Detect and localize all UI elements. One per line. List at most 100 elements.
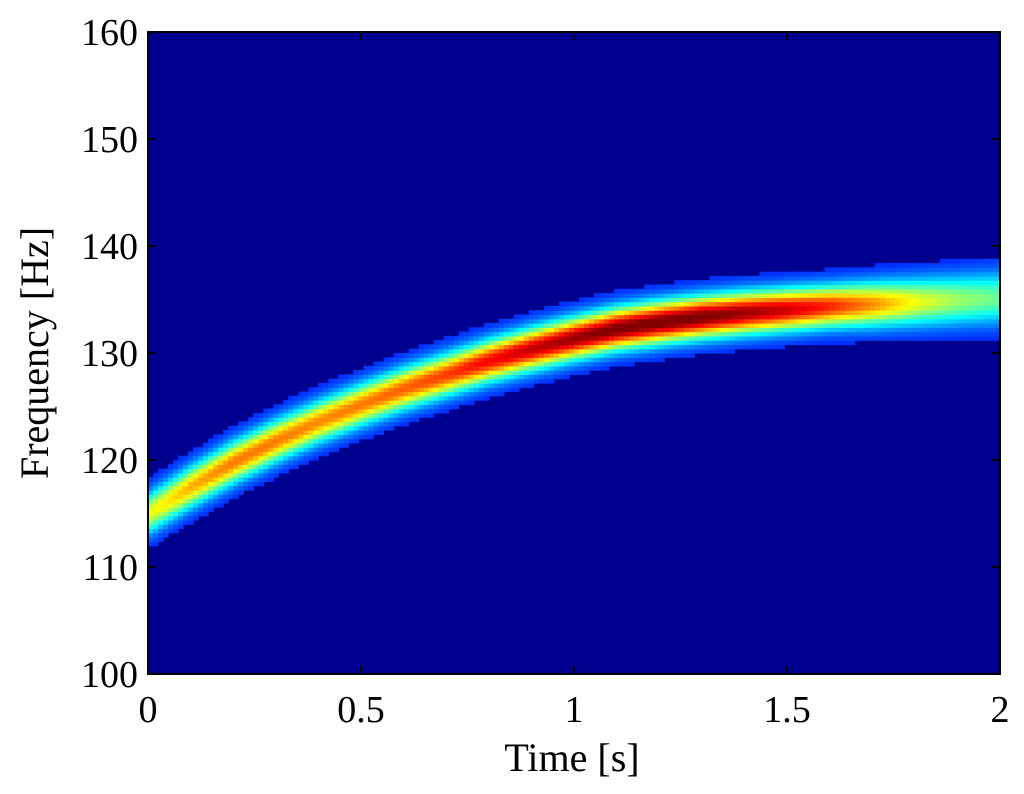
heatmap-cell <box>288 404 294 410</box>
heatmap-cell <box>674 340 680 346</box>
heatmap-cell <box>914 318 921 324</box>
heatmap-cell <box>804 297 811 303</box>
heatmap-cell <box>228 434 234 440</box>
heatmap-cell <box>939 310 946 316</box>
heatmap-cell <box>669 327 675 333</box>
heatmap-cell <box>944 327 951 333</box>
heatmap-cell <box>498 318 505 324</box>
heatmap-cell <box>689 353 695 358</box>
heatmap-cell <box>388 361 395 367</box>
heatmap-cell <box>939 275 946 281</box>
heatmap-cell <box>589 310 595 316</box>
heatmap-cell <box>263 455 269 461</box>
heatmap-cell <box>709 344 715 350</box>
heatmap-cell <box>408 412 415 418</box>
heatmap-cell <box>594 318 600 324</box>
heatmap-cell <box>308 434 314 440</box>
heatmap-cell <box>659 344 665 350</box>
heatmap-cell <box>553 365 560 371</box>
heatmap-cell <box>804 271 811 277</box>
heatmap-cell <box>288 464 294 470</box>
heatmap-cell <box>594 348 600 354</box>
heatmap-cell <box>533 357 540 363</box>
heatmap-cell <box>533 374 540 380</box>
heatmap-cell <box>378 421 385 427</box>
heatmap-cell <box>959 305 966 311</box>
heatmap-cell <box>764 301 771 307</box>
heatmap-cell <box>884 327 891 333</box>
heatmap-cell <box>203 451 209 457</box>
heatmap-cell <box>634 353 640 358</box>
heatmap-cell <box>278 438 284 444</box>
heatmap-cell <box>979 297 986 303</box>
heatmap-cell <box>834 323 841 328</box>
heatmap-cell <box>383 408 390 414</box>
heatmap-cell <box>689 318 695 324</box>
heatmap-cell <box>203 481 209 487</box>
heatmap-cell <box>503 335 510 341</box>
heatmap-cell <box>729 331 735 337</box>
heatmap-cell <box>223 455 229 461</box>
heatmap-cell <box>794 301 801 307</box>
heatmap-cell <box>924 263 931 268</box>
heatmap-cell <box>839 327 846 333</box>
heatmap-cell <box>729 318 735 324</box>
heatmap-cell <box>213 472 219 478</box>
heatmap-cell <box>914 310 921 316</box>
heatmap-cell <box>609 297 615 303</box>
heatmap-cell <box>859 335 866 341</box>
heatmap-cell <box>263 434 269 440</box>
heatmap-cell <box>609 293 615 298</box>
heatmap-cell <box>814 335 821 341</box>
heatmap-cell <box>268 460 274 465</box>
heatmap-cell <box>829 335 836 341</box>
heatmap-cell <box>649 288 655 294</box>
heatmap-cell <box>884 318 891 324</box>
heatmap-cell <box>568 314 575 320</box>
heatmap-cell <box>744 280 751 286</box>
heatmap-cell <box>754 323 761 328</box>
heatmap-cell <box>458 387 465 393</box>
heatmap-cell <box>363 421 370 427</box>
heatmap-cell <box>579 344 585 350</box>
heatmap-cell <box>749 314 756 320</box>
heatmap-cell <box>238 485 244 491</box>
heatmap-cell <box>844 305 851 311</box>
heatmap-cell <box>228 485 234 491</box>
heatmap-cell <box>814 301 821 307</box>
heatmap-cell <box>869 275 876 281</box>
heatmap-cell <box>358 387 365 393</box>
heatmap-cell <box>168 515 174 521</box>
heatmap-cell <box>854 288 861 294</box>
heatmap-cell <box>914 271 921 277</box>
heatmap-cell <box>959 263 966 268</box>
heatmap-cell <box>734 284 740 290</box>
heatmap-cell <box>348 412 355 418</box>
heatmap-cell <box>208 498 214 504</box>
heatmap-cell <box>694 323 700 328</box>
heatmap-cell <box>308 442 314 448</box>
heatmap-cell <box>513 323 520 328</box>
heatmap-cell <box>448 357 455 363</box>
heatmap-cell <box>383 391 390 397</box>
heatmap-cell <box>513 327 520 333</box>
heatmap-cell <box>749 323 756 328</box>
heatmap-cell <box>919 327 926 333</box>
heatmap-cell <box>148 511 154 517</box>
heatmap-cell <box>894 314 901 320</box>
heatmap-cell <box>924 335 931 341</box>
heatmap-cell <box>644 301 650 307</box>
y-tick-label: 150 <box>81 119 138 161</box>
heatmap-cell <box>473 387 480 393</box>
heatmap-cell <box>313 408 319 414</box>
heatmap-cell <box>298 421 304 427</box>
heatmap-cell <box>764 327 771 333</box>
heatmap-cell <box>604 297 610 303</box>
heatmap-cell <box>809 284 816 290</box>
heatmap-cell <box>804 327 811 333</box>
heatmap-cell <box>438 391 445 397</box>
heatmap-cell <box>769 344 776 350</box>
heatmap-cell <box>659 318 665 324</box>
heatmap-cell <box>243 447 249 453</box>
heatmap-cell <box>568 318 575 324</box>
